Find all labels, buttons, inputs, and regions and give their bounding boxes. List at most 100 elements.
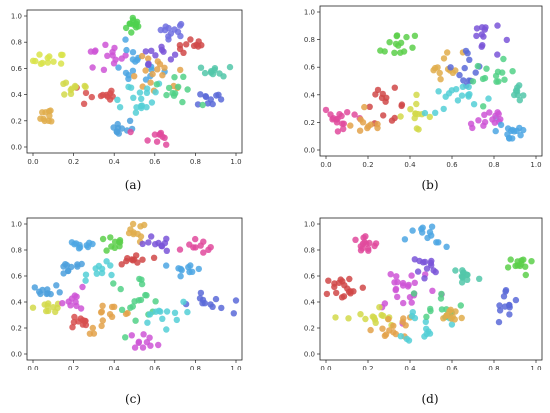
- x-tick-label: 0.0: [320, 161, 331, 169]
- scatter-point: [415, 126, 422, 133]
- scatter-point: [443, 243, 450, 250]
- scatter-point: [427, 305, 434, 313]
- scatter-point: [99, 235, 107, 243]
- scatter-point: [89, 324, 97, 332]
- scatter-point: [497, 116, 504, 123]
- scatter-point: [177, 32, 184, 40]
- chart-panel-d: 0.0 0.2 0.4 0.6 0.8 1.0 0.0 0.2 0.4 0.6 0.8 1.0: [275, 210, 550, 370]
- scatter-point: [364, 124, 371, 132]
- scatter-point: [128, 332, 135, 339]
- scatter-point: [173, 316, 180, 324]
- scatter-point: [501, 76, 508, 83]
- scatter-point: [344, 109, 351, 116]
- scatter-point: [138, 102, 146, 109]
- y-tick-label: 0.4: [11, 299, 23, 307]
- scatter-point: [146, 311, 154, 318]
- scatter-point: [151, 131, 159, 138]
- scatter-point: [382, 98, 389, 105]
- scatter-plot-b: 0.0 0.2 0.4 0.6 0.8 1.0 0.0 0.2 0.4 0.6 0.8 1.0: [304, 5, 543, 169]
- scatter-point: [129, 67, 137, 75]
- scatter-point: [399, 282, 407, 289]
- scatter-point: [424, 234, 431, 242]
- scatter-point: [171, 51, 179, 58]
- scatter-point: [391, 114, 398, 122]
- x-tick-label: 1.0: [230, 158, 241, 166]
- scatter-point: [44, 59, 51, 66]
- scatter-point: [413, 100, 420, 108]
- scatter-point: [207, 96, 214, 103]
- scatter-point: [516, 97, 523, 104]
- scatter-point: [99, 91, 107, 99]
- scatter-point: [409, 227, 416, 234]
- scatter-point: [88, 93, 96, 101]
- scatter-point: [416, 257, 423, 265]
- scatter-point: [131, 344, 139, 351]
- scatter-point: [380, 112, 387, 119]
- x-tick-label: 1.0: [530, 161, 541, 169]
- scatter-point: [125, 75, 132, 83]
- scatter-point: [103, 258, 110, 265]
- scatter-point: [412, 110, 419, 117]
- scatter-point: [171, 26, 178, 33]
- scatter-point: [148, 99, 156, 106]
- scatter-point: [71, 313, 78, 321]
- scatter-point: [114, 120, 121, 128]
- scatter-point: [158, 43, 165, 50]
- scatter-point: [122, 52, 129, 59]
- y-tick-label: 0.2: [304, 119, 315, 127]
- scatter-point: [133, 18, 141, 25]
- scatter-point: [397, 113, 404, 120]
- scatter-point: [411, 114, 418, 122]
- scatter-point: [136, 89, 144, 96]
- scatter-point: [480, 103, 487, 110]
- scatter-point: [495, 318, 503, 326]
- scatter-point: [372, 240, 380, 247]
- scatter-point: [189, 268, 196, 275]
- scatter-point: [528, 258, 535, 265]
- scatter-point: [197, 242, 204, 249]
- scatter-plot-a: 0.0 0.2 0.4 0.6 0.8 1.0 0.0 0.2 0.4 0.6 0.8 1.0: [11, 9, 243, 166]
- scatter-point: [145, 61, 152, 68]
- scatter-point: [512, 262, 519, 270]
- scatter-point: [36, 51, 43, 58]
- scatter-point: [394, 293, 401, 301]
- scatter-point: [110, 280, 117, 287]
- scatter-point: [394, 278, 401, 286]
- scatter-point: [361, 103, 368, 111]
- scatter-point: [89, 64, 96, 71]
- scatter-point: [145, 55, 152, 62]
- scatter-point: [129, 49, 137, 56]
- scatter-point: [475, 117, 482, 124]
- scatter-point: [345, 315, 352, 322]
- scatter-point: [176, 22, 184, 29]
- scatter-point: [157, 308, 164, 315]
- scatter-point: [115, 238, 123, 246]
- scatter-point: [59, 51, 66, 59]
- y-tick-label: 0.0: [304, 147, 315, 155]
- scatter-point: [454, 97, 462, 104]
- plot-frame: [319, 217, 543, 361]
- caption-d: (d): [421, 392, 439, 406]
- scatter-point: [107, 262, 114, 269]
- scatter-point: [366, 103, 373, 111]
- scatter-point: [391, 49, 398, 56]
- scatter-point: [68, 85, 76, 92]
- scatter-point: [97, 309, 105, 316]
- y-tick-label: 0.4: [304, 299, 316, 307]
- scatter-point: [108, 271, 115, 279]
- x-tick-label: 0.0: [27, 158, 38, 166]
- scatter-point: [70, 319, 78, 326]
- x-tick-label: 0.8: [488, 365, 499, 370]
- scatter-point: [401, 236, 409, 243]
- scatter-point: [461, 64, 468, 72]
- scatter-point: [440, 55, 448, 62]
- scatter-point: [197, 289, 205, 297]
- y-tick-label: 0.8: [304, 247, 315, 255]
- scatter-point: [494, 22, 501, 29]
- scatter-point: [130, 94, 137, 102]
- x-tick-label: 0.2: [362, 161, 373, 169]
- scatter-point: [325, 277, 332, 284]
- scatter-point: [91, 48, 98, 55]
- scatter-point: [481, 118, 489, 126]
- x-tick-label: 0.8: [488, 161, 499, 169]
